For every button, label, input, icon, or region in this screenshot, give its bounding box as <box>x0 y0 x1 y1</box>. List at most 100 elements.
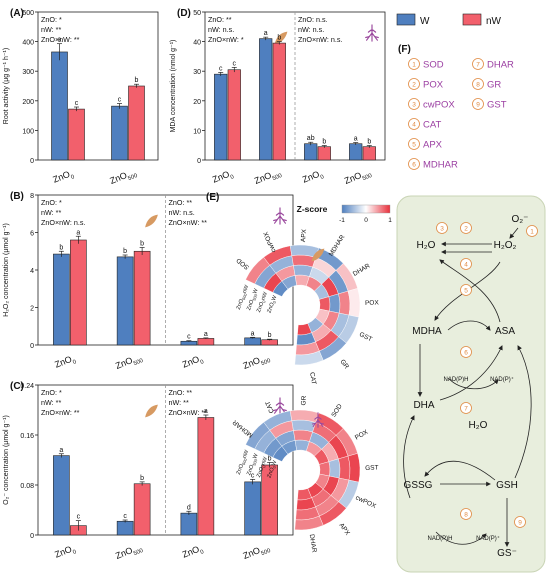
y-tick-label: 0 <box>30 343 34 350</box>
node-dha: DHA <box>413 400 434 411</box>
significance-letter: c <box>187 334 191 341</box>
y-axis-label: MDA concentration (nmol g⁻¹) <box>170 40 177 133</box>
stats-line-leaf: ZnO: ** <box>208 15 232 24</box>
colorbar-tick: 1 <box>388 217 392 224</box>
panel-label: (B) <box>10 191 24 202</box>
y-tick-label: 0 <box>30 533 34 540</box>
col-label-suffix: W <box>252 452 260 460</box>
y-tick-label: 0.16 <box>20 433 34 440</box>
heatmap-row-label: cwPOX <box>262 230 277 253</box>
pathway-step-number: 9 <box>518 520 522 527</box>
node-nadp-1: NAD(P)⁺ <box>490 376 514 383</box>
stats-line-root: nW: ** <box>169 398 189 407</box>
tick-label-base: ZnO <box>211 169 231 185</box>
stats-line-leaf: ZnO: * <box>41 198 62 207</box>
bar-W <box>53 455 70 536</box>
arrow-dha-gssg <box>403 415 415 499</box>
colorbar <box>341 204 391 214</box>
tick-label-sub: 0 <box>70 174 76 181</box>
stats-line-leaf: ZnO×nW: * <box>208 35 244 44</box>
enzyme-number-circle <box>408 58 420 70</box>
leaf-icon <box>145 404 158 418</box>
node-hydrogen-peroxide: H₂O₂ <box>494 240 517 251</box>
stats-line-root: ZnO: ** <box>169 198 193 207</box>
enzyme-number: 3 <box>412 102 416 109</box>
tick-label-sub: 500 <box>127 173 139 182</box>
tick-label-base: ZnO <box>51 169 71 185</box>
bar-nW <box>261 339 278 346</box>
bar-nW <box>70 239 87 346</box>
bar-nW <box>133 250 151 346</box>
enzyme-name: GST <box>487 100 507 111</box>
node-gssg: GSSG <box>404 480 433 491</box>
root-icon <box>273 207 287 225</box>
pathway-step-number: 2 <box>464 226 468 233</box>
significance-letter: a <box>264 30 268 37</box>
arrow-gsh-asa <box>514 345 532 479</box>
y-tick-label: 40 <box>193 40 201 47</box>
col-label-base: ZnO <box>256 466 266 479</box>
significance-letter: b <box>367 138 371 145</box>
heatmap-cell <box>291 419 316 433</box>
tick-label-base: ZnO <box>114 545 134 561</box>
stats-line-root: ZnO: ** <box>169 388 193 397</box>
node-water-2: H₂O <box>469 420 488 431</box>
stats-line-leaf: ZnO×nW: ** <box>41 408 80 417</box>
heatmap-row-label: SOD <box>330 403 344 419</box>
arrow-mdhar-1 <box>447 320 491 331</box>
node-mdha: MDHA <box>412 326 442 337</box>
significance-letter: b <box>135 77 139 84</box>
pathway-step-number: 3 <box>440 226 444 233</box>
heatmap-cell <box>294 515 324 531</box>
significance-letter: a <box>204 408 208 415</box>
panel-label: (A) <box>10 8 24 19</box>
x-tick-label: ZnO500 <box>114 541 145 564</box>
stats-line-leaf: nW: ** <box>41 208 61 217</box>
bar-nW <box>128 85 145 161</box>
tick-label-sub: 0 <box>230 174 236 181</box>
significance-letter: ab <box>307 135 315 142</box>
tick-label-sub: 0 <box>72 549 78 556</box>
significance-letter: a <box>76 229 80 236</box>
pathway-step-number: 1 <box>530 229 534 236</box>
x-tick-label: ZnO0 <box>301 167 326 187</box>
tick-label-base: ZnO <box>301 169 321 185</box>
x-tick-label: ZnO500 <box>114 351 145 374</box>
enzyme-number: 1 <box>412 62 416 69</box>
heatmap-column-label: ZnO500W <box>246 452 260 476</box>
significance-letter: c <box>233 60 237 67</box>
stats-line-leaf: ZnO: * <box>41 388 62 397</box>
y-tick-label: 300 <box>22 69 34 76</box>
arrow-nadph-1 <box>447 377 499 390</box>
enzyme-name: APX <box>423 140 443 151</box>
y-axis-label: H₂O₂ concentration (μmol g⁻¹) <box>3 223 10 317</box>
bar-nW <box>68 108 85 161</box>
pathway-step-circle <box>436 222 448 234</box>
significance-letter: c <box>123 513 127 520</box>
y-tick-label: 0 <box>30 158 34 165</box>
plot-frame <box>37 11 159 161</box>
enzyme-number: 6 <box>412 162 416 169</box>
stats-line: ZnO: * <box>41 15 62 24</box>
heatmap-column-label: ZnO500nW <box>236 284 251 311</box>
significance-letter: c <box>118 96 122 103</box>
tick-label-sub: 0 <box>320 174 326 181</box>
stats-line-root: nW: n.s. <box>169 208 195 217</box>
significance-letter: b <box>140 475 144 482</box>
pathway-step-circle <box>460 346 472 358</box>
x-tick-label: ZnO0 <box>181 352 206 372</box>
y-tick-label: 50 <box>193 10 201 17</box>
significance-letter: b <box>59 244 63 251</box>
stats-line-root: ZnO×nW: ** <box>169 218 208 227</box>
col-label-base: ZnO <box>266 301 276 314</box>
enzyme-name: CAT <box>423 120 441 131</box>
heatmap-cell <box>293 429 313 442</box>
col-label-sub: 0 <box>261 299 267 304</box>
bar-W <box>244 481 261 536</box>
tick-label-sub: 0 <box>200 549 206 556</box>
x-tick-label: ZnO500 <box>241 351 272 374</box>
bar-nW <box>317 146 331 161</box>
col-label-base: ZnO <box>236 463 246 476</box>
arrow-sod <box>509 227 519 239</box>
heatmap-row-label: APX <box>300 228 308 242</box>
